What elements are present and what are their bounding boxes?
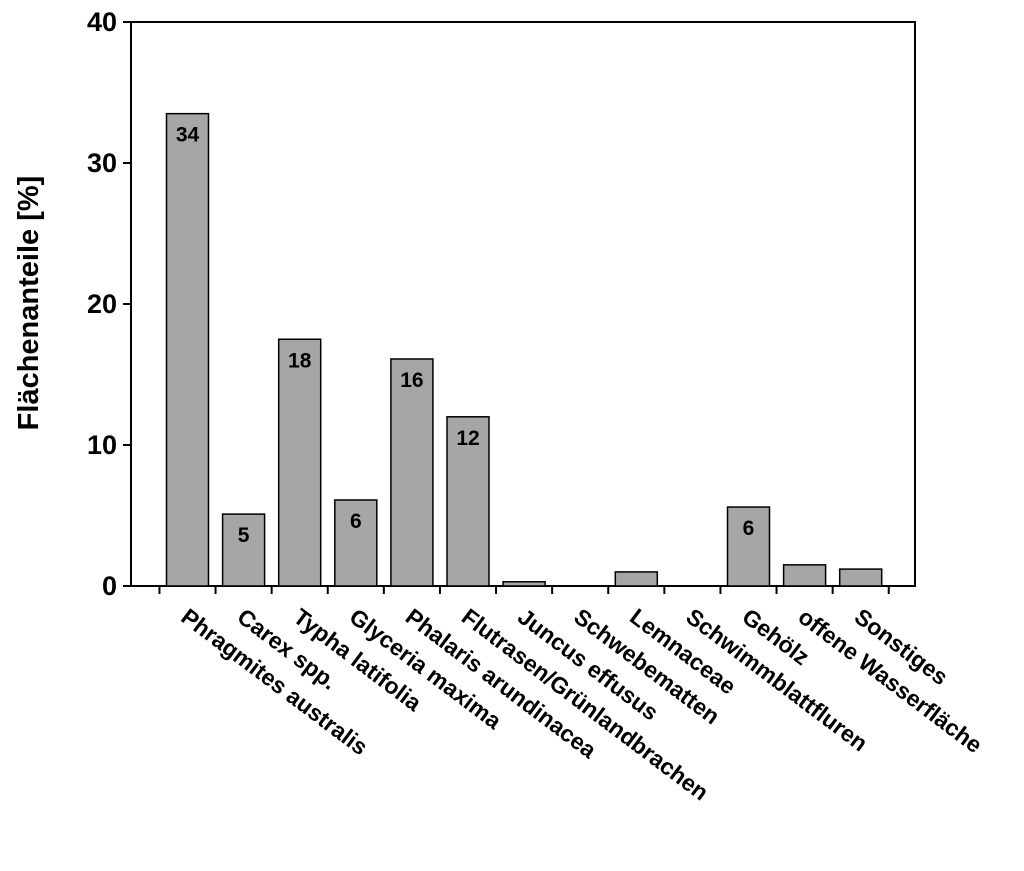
bar-value-label: 12 [456,427,479,450]
bar [334,499,378,587]
bar-value-label: 6 [350,510,362,533]
y-tick-label: 40 [87,7,117,37]
bar-value-label: 5 [238,524,250,547]
y-tick-label: 0 [102,571,117,601]
plot-frame [130,21,916,587]
bar [165,112,210,587]
bar [502,581,546,587]
x-axis [158,586,890,594]
bar-value-label: 18 [288,349,312,372]
bar [221,513,266,587]
bar [838,568,883,587]
y-axis-title: Flächenanteile [%] [13,176,45,431]
bar-value-label: 6 [743,517,755,540]
bar [614,571,659,587]
bar [782,564,827,587]
bar [446,416,490,587]
y-tick-label: 30 [87,148,117,178]
bar [390,358,434,587]
bar-value-label: 16 [400,369,423,392]
bar [726,506,771,587]
bar [277,338,322,587]
bar-value-label: 34 [176,124,200,147]
bars-group [165,112,883,587]
y-axis: 0 10 20 30 40 [87,7,131,601]
y-tick-label: 20 [87,289,117,319]
y-tick-label: 10 [87,430,117,460]
data-labels-group: 34 5 18 6 16 12 6 [176,124,755,547]
